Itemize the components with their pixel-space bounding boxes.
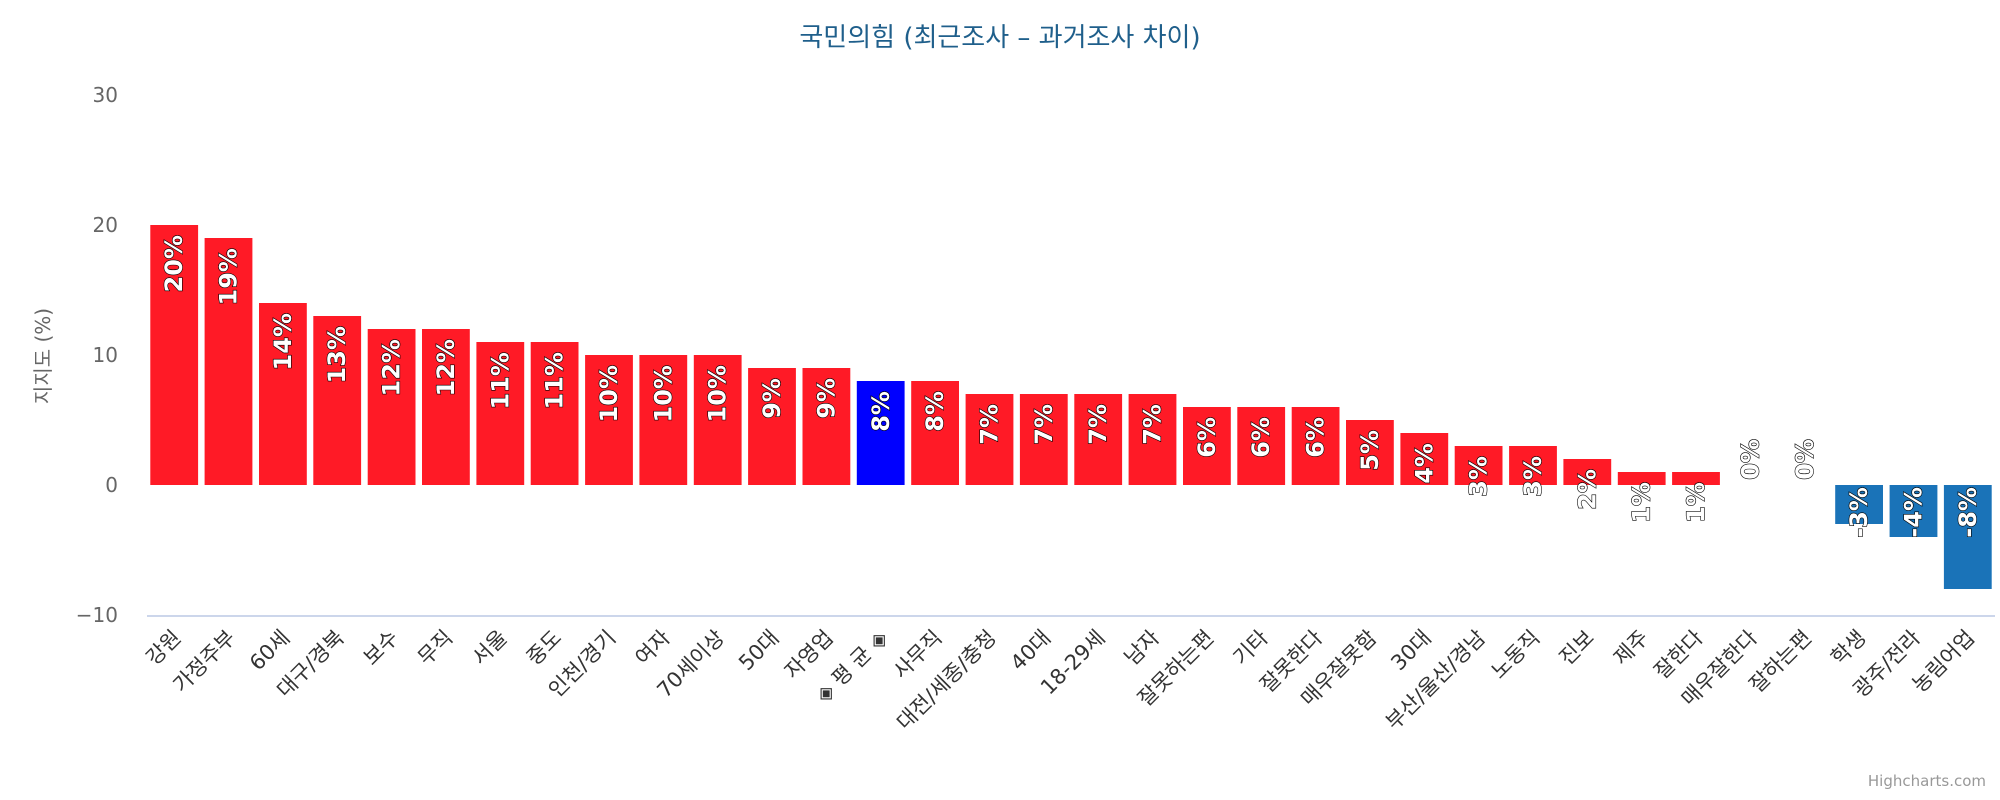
bar[interactable] <box>1563 459 1612 485</box>
bar[interactable] <box>1237 407 1286 485</box>
bar[interactable] <box>476 342 525 485</box>
data-label: 11% <box>486 352 514 409</box>
data-labels: 20% 19% 14% 13% 12% 12% 11% 11% 10% 10% 10% 9% 9% 8% 8… <box>160 234 1983 538</box>
bar[interactable] <box>1074 394 1123 485</box>
bar[interactable] <box>911 381 959 485</box>
data-label: -3% <box>1845 487 1873 538</box>
bar[interactable] <box>530 342 579 485</box>
data-label: 8% <box>921 391 949 432</box>
data-label: 3% <box>1465 456 1493 497</box>
bar[interactable] <box>259 303 307 485</box>
data-label: 1% <box>1628 482 1656 523</box>
data-label: 9% <box>812 378 840 419</box>
bar[interactable] <box>639 355 688 485</box>
x-tick-label: 여자 <box>631 626 675 670</box>
x-tick-label: 남자 <box>1120 626 1164 670</box>
bar[interactable] <box>693 355 742 485</box>
data-label: 10% <box>649 365 677 422</box>
data-label: 12% <box>432 339 460 396</box>
data-label: 5% <box>1356 430 1384 471</box>
data-label: 8% <box>867 391 895 432</box>
chart-credit[interactable]: Highcharts.com <box>1867 772 1986 790</box>
x-tick-label: 무직 <box>413 626 457 670</box>
data-label: 10% <box>595 365 623 422</box>
x-tick-label: 50대 <box>734 626 784 676</box>
x-tick-label: 60세 <box>245 626 295 676</box>
x-tick-label: 부산/울산/경남 <box>1381 626 1490 735</box>
data-label: 7% <box>1139 404 1167 445</box>
bar[interactable] <box>1617 472 1666 485</box>
y-axis: −10 0 10 20 30 <box>76 83 118 627</box>
x-tick-label: 보수 <box>359 626 403 670</box>
x-tick-label: 기타 <box>1228 626 1272 670</box>
data-label: -4% <box>1899 487 1927 538</box>
bar-series <box>150 225 1992 589</box>
data-label: -8% <box>1954 487 1982 538</box>
y-tick-label: −10 <box>76 603 118 627</box>
bar[interactable] <box>1835 485 1883 524</box>
data-label: 6% <box>1302 417 1330 458</box>
y-axis-title: 지지도 (%) <box>31 308 55 404</box>
y-tick-label: 0 <box>105 473 118 497</box>
x-tick-label: 노동직 <box>1487 626 1545 684</box>
data-label: 9% <box>758 378 786 419</box>
bar[interactable] <box>1019 394 1068 485</box>
data-label: 13% <box>323 326 351 383</box>
data-label: 12% <box>378 339 406 396</box>
bar[interactable] <box>1454 446 1503 485</box>
chart-title: 국민의힘 (최근조사 – 과거조사 차이) <box>799 23 1200 53</box>
bar[interactable] <box>1889 485 1938 537</box>
x-tick-label: 30대 <box>1386 626 1436 676</box>
bar[interactable] <box>856 381 905 485</box>
bar[interactable] <box>422 329 470 485</box>
data-label: 14% <box>269 313 297 370</box>
y-tick-label: 10 <box>93 343 118 367</box>
x-tick-label: 제주 <box>1609 626 1653 670</box>
bar[interactable] <box>585 355 633 485</box>
x-tick-label: 학생 <box>1826 626 1870 670</box>
bar[interactable] <box>1183 407 1231 485</box>
data-label: 3% <box>1519 456 1547 497</box>
bar[interactable] <box>1943 485 1992 589</box>
x-tick-label: 진보 <box>1555 626 1599 670</box>
data-label: 7% <box>975 404 1003 445</box>
data-label: 20% <box>160 235 188 292</box>
bar[interactable] <box>367 329 416 485</box>
data-label: 6% <box>1193 417 1221 458</box>
y-tick-label: 30 <box>93 83 118 107</box>
data-label: 19% <box>215 248 243 305</box>
data-label: 11% <box>541 352 569 409</box>
data-label: 2% <box>1573 469 1601 510</box>
bar[interactable] <box>1128 394 1177 485</box>
data-label: 10% <box>704 365 732 422</box>
bar[interactable] <box>1291 407 1340 485</box>
bar[interactable] <box>1509 446 1557 485</box>
x-tick-label: 40대 <box>1006 626 1056 676</box>
data-label: 0% <box>1736 439 1764 480</box>
data-label: 1% <box>1682 482 1710 523</box>
bar[interactable] <box>150 225 199 485</box>
data-label: 7% <box>1030 404 1058 445</box>
bar[interactable] <box>204 238 253 485</box>
bar[interactable] <box>1400 433 1449 485</box>
bar[interactable] <box>748 368 796 485</box>
x-tick-label: 중도 <box>522 626 566 670</box>
bar[interactable] <box>1672 472 1720 485</box>
data-label: 0% <box>1791 439 1819 480</box>
x-tick-label: 강원 <box>141 626 185 670</box>
bar[interactable] <box>965 394 1014 485</box>
data-label: 7% <box>1084 404 1112 445</box>
y-tick-label: 20 <box>93 213 118 237</box>
bar[interactable] <box>1346 420 1394 485</box>
bar[interactable] <box>802 368 851 485</box>
data-label: 6% <box>1247 417 1275 458</box>
x-tick-label: 서울 <box>468 626 512 670</box>
data-label: 4% <box>1410 443 1438 484</box>
bar[interactable] <box>313 316 362 485</box>
